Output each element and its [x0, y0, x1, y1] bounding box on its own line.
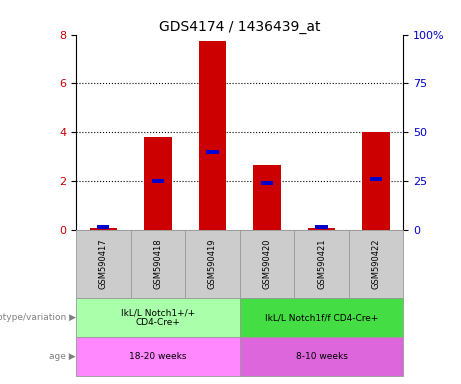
Bar: [199, 41, 226, 230]
Bar: [144, 137, 171, 230]
Bar: [315, 225, 328, 229]
Bar: [152, 179, 164, 183]
Text: GSM590417: GSM590417: [99, 239, 108, 289]
Bar: [240, 298, 403, 337]
Text: GSM590418: GSM590418: [154, 239, 162, 289]
Text: 18-20 weeks: 18-20 weeks: [129, 352, 187, 361]
Bar: [76, 337, 240, 376]
Text: age ▶: age ▶: [49, 352, 76, 361]
Bar: [240, 230, 294, 298]
Bar: [185, 230, 240, 298]
Bar: [294, 230, 349, 298]
Text: genotype/variation ▶: genotype/variation ▶: [0, 313, 76, 322]
Text: GSM590421: GSM590421: [317, 239, 326, 289]
Bar: [76, 298, 240, 337]
Bar: [130, 230, 185, 298]
Bar: [254, 165, 281, 230]
Text: IkL/L Notch1f/f CD4-Cre+: IkL/L Notch1f/f CD4-Cre+: [265, 313, 378, 322]
Text: GSM590419: GSM590419: [208, 239, 217, 289]
Bar: [76, 230, 130, 298]
Bar: [261, 181, 273, 185]
Bar: [240, 337, 403, 376]
Bar: [97, 225, 109, 229]
Bar: [308, 228, 335, 230]
Text: 8-10 weeks: 8-10 weeks: [296, 352, 348, 361]
Bar: [362, 132, 390, 230]
Text: GSM590420: GSM590420: [262, 239, 272, 289]
Bar: [349, 230, 403, 298]
Bar: [370, 177, 382, 181]
Bar: [207, 149, 219, 154]
Text: IkL/L Notch1+/+
CD4-Cre+: IkL/L Notch1+/+ CD4-Cre+: [121, 308, 195, 328]
Title: GDS4174 / 1436439_at: GDS4174 / 1436439_at: [159, 20, 320, 33]
Text: GSM590422: GSM590422: [372, 239, 381, 289]
Bar: [90, 228, 117, 230]
